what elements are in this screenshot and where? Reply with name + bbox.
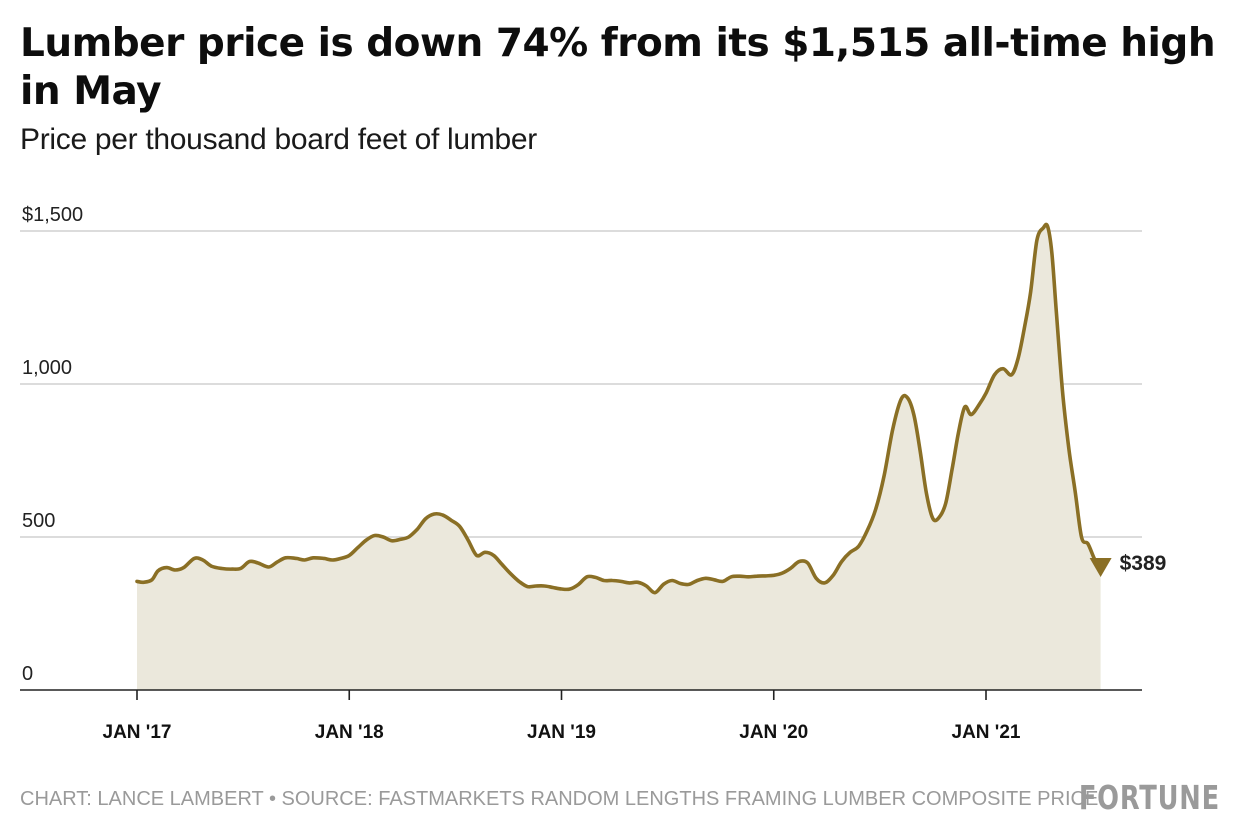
chart-subtitle: Price per thousand board feet of lumber bbox=[20, 123, 537, 156]
publisher-logo: FORTUNE bbox=[1078, 778, 1220, 817]
price-area-fill bbox=[137, 224, 1101, 690]
end-value-arrow-icon bbox=[1089, 557, 1112, 577]
x-tick-label: JAN '19 bbox=[527, 722, 596, 743]
y-tick-label: 0 bbox=[22, 663, 33, 685]
x-tick-label: JAN '18 bbox=[315, 722, 384, 743]
x-tick-label: JAN '17 bbox=[103, 722, 172, 743]
end-value-label: $389 bbox=[1120, 552, 1167, 575]
x-axis-ticks: JAN '17 JAN '18 JAN '19 JAN '20 JAN '21 bbox=[103, 690, 1021, 743]
y-tick-label: $1,500 bbox=[22, 204, 83, 226]
y-axis-labels: 0 500 1,000 $1,500 bbox=[22, 204, 83, 685]
x-tick-label: JAN '20 bbox=[739, 722, 808, 743]
price-line bbox=[135, 222, 1103, 595]
x-tick-label: JAN '21 bbox=[952, 722, 1021, 743]
chart-credit: CHART: LANCE LAMBERT • SOURCE: FASTMARKE… bbox=[20, 788, 1099, 810]
y-tick-label: 1,000 bbox=[22, 357, 72, 379]
y-tick-label: 500 bbox=[22, 510, 55, 532]
chart-title: Lumber price is down 74% from its $1,515… bbox=[20, 21, 1216, 114]
